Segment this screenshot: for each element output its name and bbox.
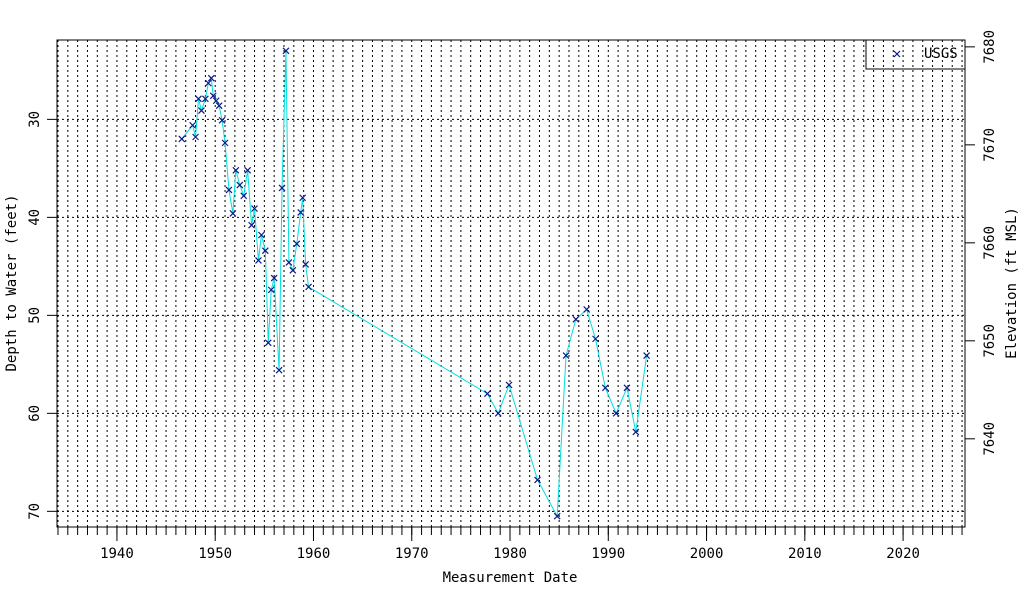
data-point — [275, 366, 283, 374]
data-point — [225, 186, 233, 194]
data-point — [293, 240, 301, 248]
y-tick-label: 30 — [27, 111, 43, 128]
data-point — [267, 286, 275, 294]
data-point — [583, 306, 591, 313]
data-point — [285, 259, 293, 266]
data-point — [261, 247, 269, 255]
data-point — [553, 512, 561, 520]
x-tick-label: 1990 — [591, 546, 625, 562]
x-tick-label: 1960 — [297, 546, 331, 562]
data-point — [218, 116, 226, 124]
y2-tick-label: 7650 — [982, 324, 998, 358]
x-tick-label: 2000 — [690, 546, 724, 562]
data-point — [483, 390, 491, 398]
data-point — [572, 315, 580, 323]
y2-tick-label: 7670 — [982, 128, 998, 162]
data-point — [505, 381, 513, 389]
legend-marker — [893, 50, 901, 58]
data-point — [534, 476, 541, 484]
data-point — [204, 79, 212, 87]
data-point — [297, 209, 305, 216]
data-point — [257, 231, 265, 239]
data-point — [289, 266, 297, 274]
data-point — [215, 102, 223, 110]
plot-frame — [56, 39, 966, 528]
data-point — [494, 409, 502, 417]
x-tick-label: 1980 — [493, 546, 527, 562]
y-tick-label: 40 — [27, 209, 43, 226]
data-point — [209, 92, 217, 100]
y2-tick-label: 7660 — [982, 226, 998, 260]
data-point — [221, 139, 229, 147]
y2-tick-label: 7640 — [982, 422, 998, 456]
data-point — [264, 339, 272, 347]
data-point — [601, 384, 609, 392]
x-tick-label: 2010 — [788, 546, 822, 562]
data-point — [198, 107, 205, 114]
data-point — [232, 166, 240, 174]
data-point — [189, 121, 197, 129]
data-point — [212, 97, 220, 105]
data-point — [248, 221, 255, 229]
data-point — [207, 74, 215, 82]
data-point — [623, 384, 631, 392]
x-tick-label: 1940 — [100, 546, 134, 562]
data-point — [278, 184, 286, 192]
data-point — [178, 135, 186, 143]
data-point — [251, 205, 258, 212]
data-point — [255, 257, 262, 264]
x-tick-label: 1950 — [198, 546, 232, 562]
data-point — [612, 409, 620, 417]
legend-box — [865, 39, 966, 70]
data-point — [299, 194, 307, 202]
data-point — [282, 47, 290, 55]
data-point — [201, 95, 209, 103]
y-tick-label: 50 — [27, 307, 43, 324]
y2-axis-label: Elevation (ft MSL) — [1004, 207, 1020, 359]
data-point — [562, 352, 570, 359]
data-point — [236, 181, 244, 189]
data-point — [229, 210, 237, 217]
y-tick-label: 70 — [27, 503, 43, 520]
data-point — [302, 260, 310, 268]
x-tick-label: 1970 — [395, 546, 429, 562]
x-tick-label: 2020 — [886, 546, 920, 562]
data-point — [240, 192, 248, 200]
x-axis-label: Measurement Date — [443, 570, 578, 586]
series-line — [181, 50, 648, 519]
y2-tick-label: 7680 — [982, 30, 998, 64]
data-point — [305, 283, 312, 291]
data-point — [192, 133, 199, 141]
data-point — [632, 428, 640, 436]
data-point — [244, 166, 252, 174]
data-point — [643, 352, 651, 359]
data-point — [270, 274, 278, 282]
legend-label: USGS — [924, 46, 958, 62]
data-point — [592, 335, 599, 343]
y-axis-label: Depth to Water (feet) — [4, 194, 20, 371]
y-tick-label: 60 — [27, 405, 43, 422]
data-point — [195, 95, 202, 103]
